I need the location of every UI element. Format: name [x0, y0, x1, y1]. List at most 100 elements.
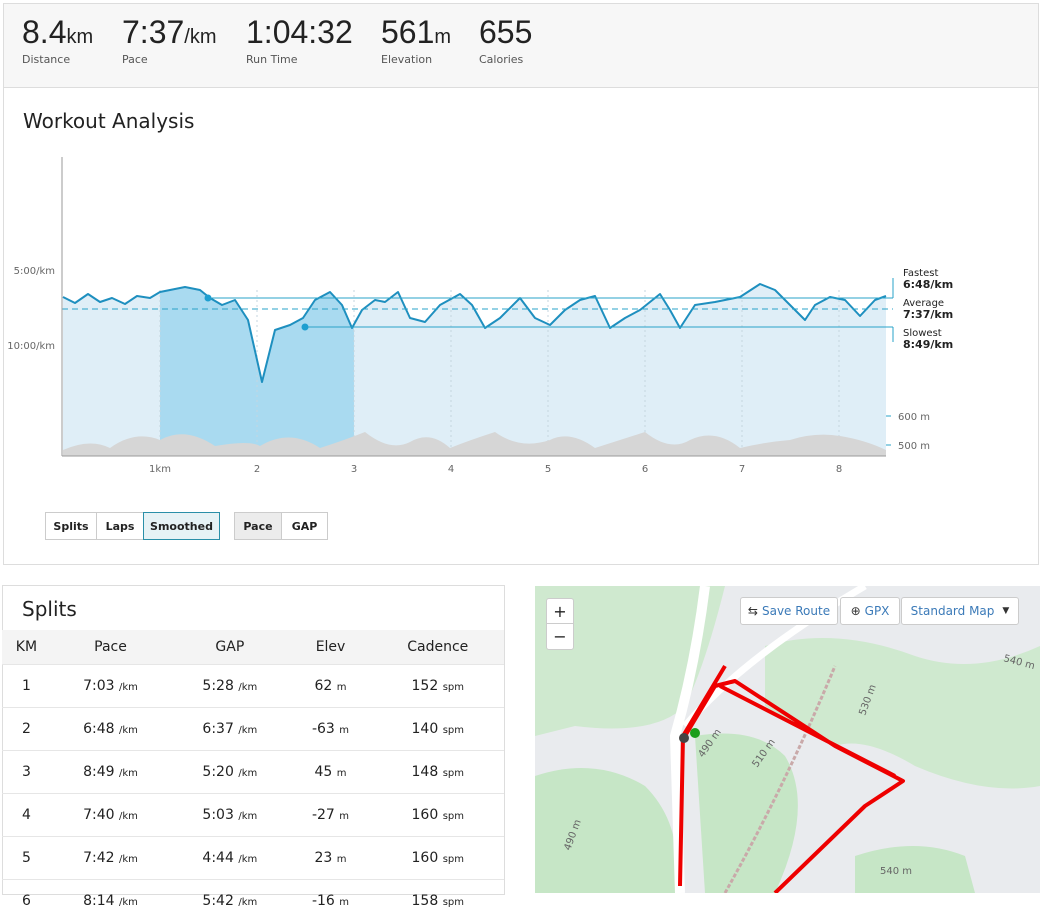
metric-button[interactable]: GAP	[281, 512, 328, 540]
split-unit: spm	[443, 854, 464, 865]
map-style[interactable]: Standard Map▼	[901, 597, 1019, 625]
split-cell: 1	[2, 665, 51, 708]
split-value: 23	[315, 850, 333, 866]
split-unit: m	[337, 768, 347, 779]
split-value: 158	[412, 893, 439, 909]
split-value: 6:48	[83, 721, 114, 737]
split-row: 6 8:14 /km 5:42 /km -16 m 158 spm	[2, 880, 504, 922]
view-button[interactable]: Laps	[96, 512, 144, 540]
x-tick-label: 1km	[149, 464, 171, 475]
split-unit: /km	[238, 811, 257, 822]
split-cell: 7:42 /km	[51, 837, 170, 880]
split-value: 160	[412, 850, 439, 866]
split-value: 7:42	[83, 850, 114, 866]
split-value: 140	[412, 721, 439, 737]
column-header: Cadence	[372, 630, 504, 665]
split-cell: 23 m	[289, 837, 371, 880]
save-route[interactable]: ⇆Save Route	[740, 597, 838, 625]
split-cell: 6:37 /km	[170, 708, 289, 751]
split-value: 8:49	[83, 764, 114, 780]
column-header: GAP	[170, 630, 289, 665]
split-value: 5	[22, 850, 31, 866]
x-tick-label: 4	[448, 464, 454, 475]
split-cell: 7:40 /km	[51, 794, 170, 837]
split-cell: -16 m	[289, 880, 371, 922]
split-unit: /km	[119, 725, 138, 736]
split-cell: 5:20 /km	[170, 751, 289, 794]
elev-tick-label: 500 m	[898, 441, 930, 452]
split-cell: 5:28 /km	[170, 665, 289, 708]
split-value: 152	[412, 678, 439, 694]
split-value: -16	[312, 893, 335, 909]
split-unit: spm	[443, 897, 464, 908]
split-value: 4	[22, 807, 31, 823]
split-value: 3	[22, 764, 31, 780]
x-tick-label: 6	[642, 464, 648, 475]
x-tick-label: 2	[254, 464, 260, 475]
split-value: 148	[412, 764, 439, 780]
split-cell: 6	[2, 880, 51, 922]
split-cell: 5:03 /km	[170, 794, 289, 837]
split-value: 45	[315, 764, 333, 780]
split-value: -63	[312, 721, 335, 737]
split-unit: m	[339, 811, 349, 822]
zoom-in[interactable]: +	[546, 598, 574, 624]
split-unit: m	[339, 897, 349, 908]
view-button[interactable]: Splits	[45, 512, 97, 540]
split-value: 5:28	[202, 678, 233, 694]
elev-tick-label: 600 m	[898, 412, 930, 423]
split-value: 5:03	[202, 807, 233, 823]
split-unit: /km	[238, 768, 257, 779]
split-unit: /km	[119, 682, 138, 693]
split-unit: /km	[119, 768, 138, 779]
metric-button[interactable]: Pace	[234, 512, 282, 540]
split-cell: 7:03 /km	[51, 665, 170, 708]
split-cell: 5	[2, 837, 51, 880]
column-header: Pace	[51, 630, 170, 665]
split-cell: 140 spm	[372, 708, 504, 751]
gpx[interactable]: ⊕GPX	[840, 597, 900, 625]
split-unit: spm	[443, 682, 464, 693]
split-value: 7:03	[83, 678, 114, 694]
split-unit: /km	[119, 811, 138, 822]
zoom-out[interactable]: −	[546, 623, 574, 650]
view-button[interactable]: Smoothed	[143, 512, 220, 540]
split-cell: 2	[2, 708, 51, 751]
split-value: 7:40	[83, 807, 114, 823]
legend-value: 6:48/km	[903, 278, 953, 291]
split-cell: 62 m	[289, 665, 371, 708]
split-cell: 160 spm	[372, 837, 504, 880]
map: 540 m 530 m 510 m 490 m 490 m 540 m	[535, 586, 1040, 893]
x-tick-label: 3	[351, 464, 357, 475]
map-style-label: Standard Map	[911, 604, 995, 618]
gpx-label: GPX	[865, 604, 890, 618]
split-unit: /km	[238, 897, 257, 908]
fastest-dot	[205, 295, 212, 302]
column-header: KM	[2, 630, 51, 665]
contour-label: 540 m	[880, 866, 912, 877]
y-tick-label: 5:00/km	[14, 266, 55, 277]
legend-value: 8:49/km	[903, 338, 953, 351]
split-value: 6:37	[202, 721, 233, 737]
split-unit: spm	[443, 811, 464, 822]
split-value: 5:42	[202, 893, 233, 909]
split-value: -27	[312, 807, 335, 823]
split-cell: 160 spm	[372, 794, 504, 837]
split-cell: -63 m	[289, 708, 371, 751]
split-value: 1	[22, 678, 31, 694]
x-tick-label: 8	[836, 464, 842, 475]
splits-title: Splits	[22, 597, 77, 621]
slowest-dot	[302, 324, 309, 331]
split-value: 8:14	[83, 893, 114, 909]
save-route-label: Save Route	[762, 604, 830, 618]
split-cell: 3	[2, 751, 51, 794]
split-unit: /km	[238, 725, 257, 736]
split-unit: /km	[119, 897, 138, 908]
split-value: 160	[412, 807, 439, 823]
y-tick-label: 10:00/km	[7, 341, 55, 352]
split-cell: 45 m	[289, 751, 371, 794]
